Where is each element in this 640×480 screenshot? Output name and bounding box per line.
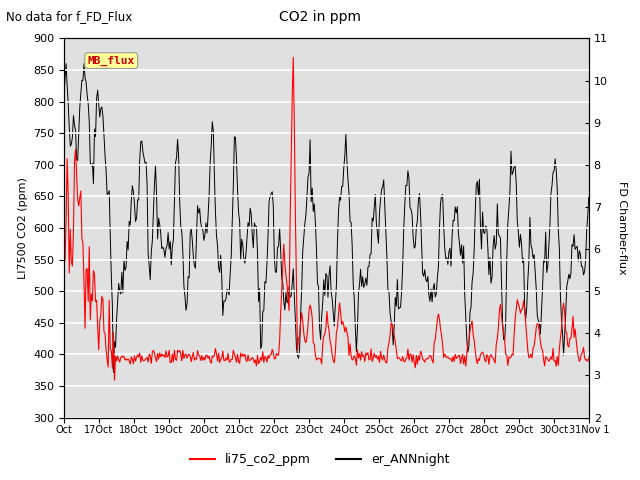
Text: MB_flux: MB_flux [88,56,135,66]
Text: No data for f_FD_Flux: No data for f_FD_Flux [6,10,132,23]
Y-axis label: FD Chamber-flux: FD Chamber-flux [617,181,627,275]
Legend: li75_co2_ppm, er_ANNnight: li75_co2_ppm, er_ANNnight [186,448,454,471]
Y-axis label: LI7500 CO2 (ppm): LI7500 CO2 (ppm) [17,177,28,279]
Text: CO2 in ppm: CO2 in ppm [279,10,361,24]
